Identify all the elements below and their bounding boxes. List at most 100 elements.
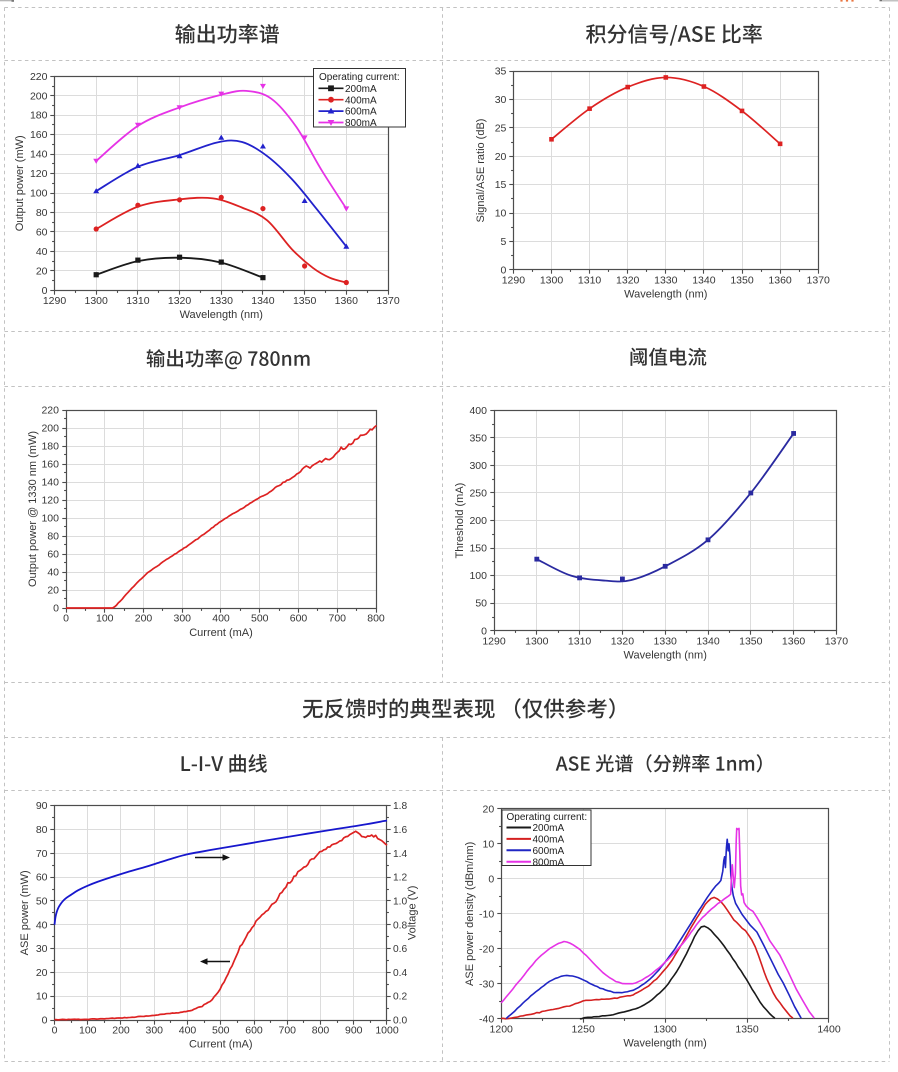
svg-text:1000: 1000	[375, 1025, 399, 1037]
svg-text:Current (mA): Current (mA)	[189, 627, 253, 639]
svg-text:Operating current:: Operating current:	[507, 812, 588, 823]
svg-text:220: 220	[41, 405, 59, 417]
svg-text:1370: 1370	[807, 274, 831, 286]
svg-text:Wavelength (nm): Wavelength (nm)	[623, 1038, 706, 1050]
svg-text:300: 300	[145, 1025, 163, 1037]
svg-text:1.8: 1.8	[393, 801, 407, 812]
svg-text:1250: 1250	[571, 1023, 595, 1035]
svg-text:Operating current:: Operating current:	[319, 72, 400, 83]
svg-text:0: 0	[481, 625, 487, 637]
svg-text:100: 100	[79, 1025, 97, 1037]
svg-text:1290: 1290	[502, 274, 526, 286]
svg-text:0.4: 0.4	[393, 968, 407, 979]
svg-text:20: 20	[36, 265, 48, 277]
svg-text:0.2: 0.2	[393, 992, 407, 1003]
svg-text:1300: 1300	[540, 274, 564, 286]
svg-text:1370: 1370	[376, 295, 400, 307]
svg-text:90: 90	[36, 800, 48, 812]
svg-text:20: 20	[47, 585, 59, 597]
svg-text:200mA: 200mA	[533, 823, 565, 834]
svg-text:1290: 1290	[43, 295, 67, 307]
svg-text:60: 60	[36, 226, 48, 238]
svg-text:160: 160	[41, 459, 59, 471]
svg-text:600mA: 600mA	[345, 107, 377, 118]
svg-text:200mA: 200mA	[345, 84, 377, 95]
svg-text:1310: 1310	[578, 274, 602, 286]
svg-text:180: 180	[30, 110, 48, 122]
svg-text:-20: -20	[479, 943, 494, 955]
svg-text:140: 140	[30, 149, 48, 161]
svg-text:ASE power density (dBm/nm): ASE power density (dBm/nm)	[464, 842, 476, 986]
svg-text:200: 200	[41, 423, 59, 435]
svg-text:400mA: 400mA	[533, 835, 565, 846]
svg-text:300: 300	[469, 460, 487, 472]
svg-text:1320: 1320	[616, 274, 640, 286]
svg-text:ASE power (mW): ASE power (mW)	[19, 870, 31, 955]
svg-text:10: 10	[36, 991, 48, 1003]
svg-text:30: 30	[495, 94, 507, 106]
svg-text:Threshold (mA): Threshold (mA)	[454, 483, 466, 559]
svg-text:100: 100	[96, 613, 114, 625]
svg-text:1350: 1350	[739, 635, 763, 647]
svg-text:140: 140	[41, 477, 59, 489]
svg-text:250: 250	[469, 487, 487, 499]
svg-text:120: 120	[30, 168, 48, 180]
svg-text:1.4: 1.4	[393, 849, 407, 860]
svg-text:Current (mA): Current (mA)	[189, 1039, 253, 1051]
svg-text:700: 700	[278, 1025, 296, 1037]
svg-text:5: 5	[501, 236, 507, 248]
svg-text:1320: 1320	[168, 295, 192, 307]
svg-text:Wavelength (nm): Wavelength (nm)	[180, 309, 263, 321]
svg-text:100: 100	[41, 513, 59, 525]
svg-text:10: 10	[495, 208, 507, 220]
svg-text:25: 25	[495, 122, 507, 134]
svg-text:1360: 1360	[768, 274, 792, 286]
svg-text:0: 0	[53, 603, 59, 615]
svg-text:1360: 1360	[335, 295, 359, 307]
svg-text:20: 20	[495, 151, 507, 163]
svg-text:1340: 1340	[696, 635, 720, 647]
svg-text:1350: 1350	[735, 1023, 759, 1035]
svg-text:50: 50	[475, 598, 487, 610]
svg-text:1290: 1290	[482, 635, 506, 647]
svg-text:400: 400	[469, 405, 487, 417]
svg-text:150: 150	[469, 543, 487, 555]
svg-text:100: 100	[469, 570, 487, 582]
svg-text:20: 20	[483, 803, 495, 815]
svg-text:35: 35	[495, 66, 507, 78]
svg-text:80: 80	[36, 207, 48, 219]
svg-text:0: 0	[63, 613, 69, 625]
svg-text:600: 600	[290, 613, 308, 625]
svg-text:Output power (mW): Output power (mW)	[14, 135, 26, 231]
svg-text:800: 800	[312, 1025, 330, 1037]
svg-text:800: 800	[367, 613, 385, 625]
svg-text:220: 220	[30, 71, 48, 83]
svg-text:60: 60	[47, 549, 59, 561]
svg-text:1200: 1200	[490, 1023, 514, 1035]
svg-text:1310: 1310	[568, 635, 592, 647]
svg-text:10: 10	[483, 838, 495, 850]
svg-text:500: 500	[212, 1025, 230, 1037]
svg-text:40: 40	[47, 567, 59, 579]
svg-text:1340: 1340	[251, 295, 275, 307]
svg-text:1.2: 1.2	[393, 873, 407, 884]
svg-text:80: 80	[36, 824, 48, 836]
svg-text:1300: 1300	[85, 295, 109, 307]
svg-text:40: 40	[36, 919, 48, 931]
svg-text:30: 30	[36, 943, 48, 955]
svg-text:0: 0	[42, 1015, 48, 1027]
svg-text:1330: 1330	[654, 635, 678, 647]
svg-text:-10: -10	[479, 908, 494, 920]
svg-text:1310: 1310	[126, 295, 150, 307]
svg-text:0.8: 0.8	[393, 920, 407, 931]
svg-text:0.0: 0.0	[393, 1016, 407, 1027]
svg-text:0: 0	[42, 285, 48, 297]
svg-text:700: 700	[328, 613, 346, 625]
svg-text:-40: -40	[479, 1013, 494, 1025]
svg-text:350: 350	[469, 432, 487, 444]
svg-text:1320: 1320	[611, 635, 635, 647]
svg-text:800mA: 800mA	[345, 118, 377, 129]
svg-text:200: 200	[135, 613, 153, 625]
svg-text:1350: 1350	[293, 295, 317, 307]
svg-text:1360: 1360	[782, 635, 806, 647]
